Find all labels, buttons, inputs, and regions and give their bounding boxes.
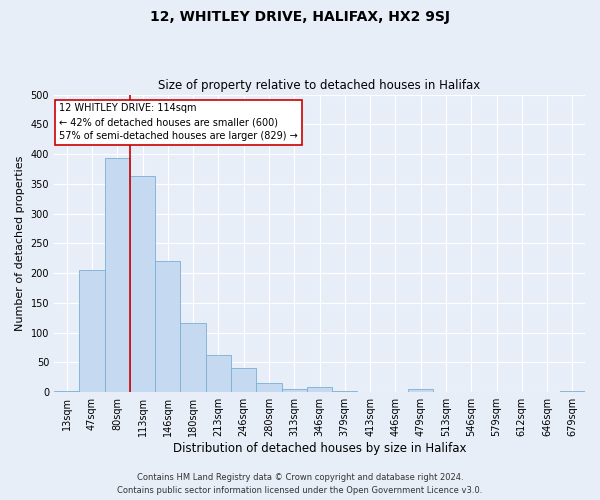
- Bar: [408, 388, 433, 392]
- Bar: [560, 391, 585, 392]
- Bar: [256, 384, 281, 392]
- Bar: [332, 391, 358, 392]
- Text: Contains HM Land Registry data © Crown copyright and database right 2024.
Contai: Contains HM Land Registry data © Crown c…: [118, 474, 482, 495]
- Bar: [54, 391, 79, 392]
- Bar: [307, 388, 332, 392]
- Bar: [155, 261, 181, 392]
- Y-axis label: Number of detached properties: Number of detached properties: [15, 156, 25, 331]
- X-axis label: Distribution of detached houses by size in Halifax: Distribution of detached houses by size …: [173, 442, 466, 455]
- Bar: [206, 354, 231, 392]
- Bar: [104, 158, 130, 392]
- Text: 12, WHITLEY DRIVE, HALIFAX, HX2 9SJ: 12, WHITLEY DRIVE, HALIFAX, HX2 9SJ: [150, 10, 450, 24]
- Bar: [281, 389, 307, 392]
- Text: 12 WHITLEY DRIVE: 114sqm
← 42% of detached houses are smaller (600)
57% of semi-: 12 WHITLEY DRIVE: 114sqm ← 42% of detach…: [59, 104, 298, 142]
- Bar: [79, 270, 104, 392]
- Bar: [130, 176, 155, 392]
- Bar: [181, 322, 206, 392]
- Title: Size of property relative to detached houses in Halifax: Size of property relative to detached ho…: [158, 79, 481, 92]
- Bar: [231, 368, 256, 392]
